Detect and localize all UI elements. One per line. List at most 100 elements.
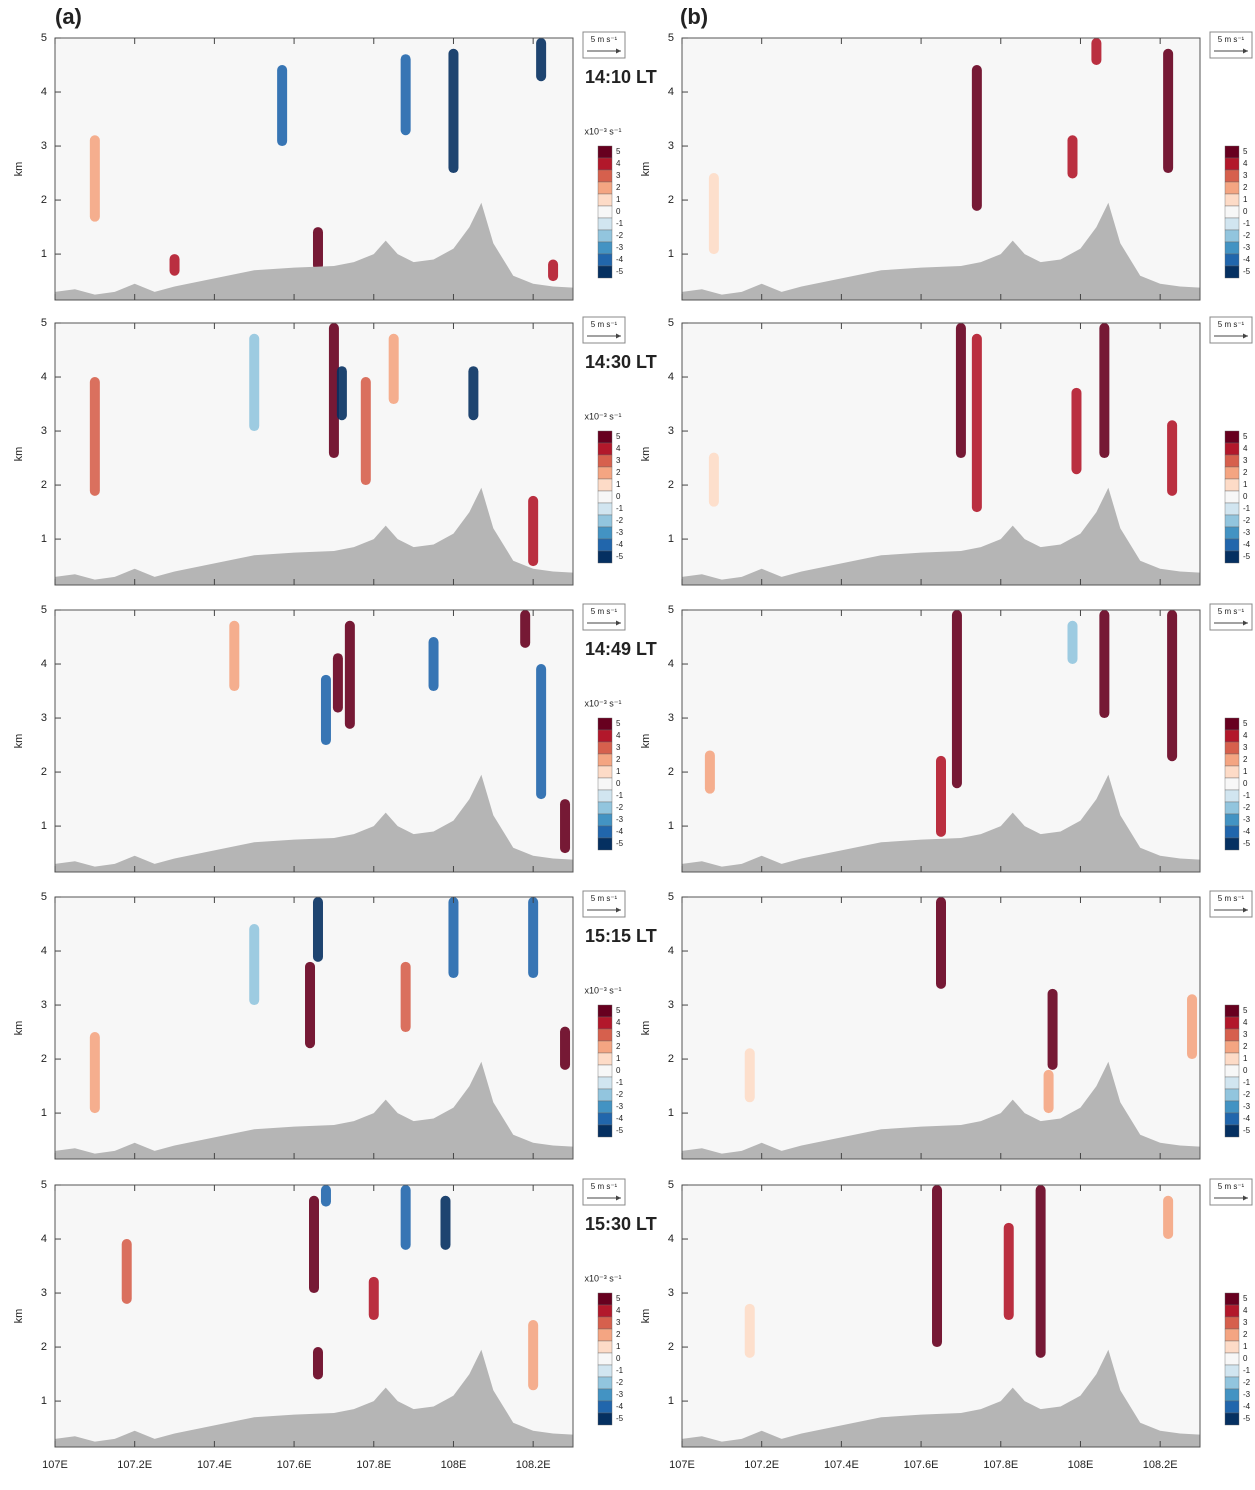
colorbar-tick-label: 3 bbox=[616, 1030, 621, 1039]
colorbar-tick-label: -3 bbox=[1243, 815, 1251, 824]
plot-frame bbox=[54, 609, 574, 873]
colorbar-tick-label: -4 bbox=[1243, 827, 1251, 836]
colorbar-box bbox=[1224, 741, 1240, 755]
vector-key-label: 5 m s⁻¹ bbox=[591, 607, 618, 616]
colorbar-tick-label: -3 bbox=[1243, 1102, 1251, 1111]
plot-frame bbox=[681, 896, 1201, 1160]
vorticity-streak bbox=[536, 38, 547, 82]
colorbar-tick-label: 1 bbox=[616, 480, 621, 489]
colorbar-tick-label: -4 bbox=[616, 255, 624, 264]
colorbar-tick-label: 2 bbox=[616, 183, 621, 192]
plot-frame bbox=[54, 322, 574, 586]
vector-key-label: 5 m s⁻¹ bbox=[1218, 320, 1245, 329]
vector-key-label: 5 m s⁻¹ bbox=[591, 1182, 618, 1191]
colorbar-box bbox=[1224, 430, 1240, 444]
colorbar-box bbox=[597, 1292, 613, 1306]
vorticity-streak bbox=[1003, 1222, 1014, 1321]
colorbar-box bbox=[597, 193, 613, 207]
colorbar-tick-label: 1 bbox=[616, 1342, 621, 1351]
colorbar-tick-label: 1 bbox=[1243, 1054, 1248, 1063]
colorbar-box bbox=[597, 1376, 613, 1390]
x-tick-label: 107.8E bbox=[356, 1459, 391, 1471]
vector-key-head bbox=[1243, 48, 1248, 54]
vorticity-streak bbox=[249, 924, 260, 1006]
colorbar-tick-label: 1 bbox=[1243, 195, 1248, 204]
vorticity-streak bbox=[708, 173, 719, 255]
y-tick-label: 3 bbox=[668, 425, 674, 437]
colorbar-box bbox=[597, 430, 613, 444]
colorbar-tick-label: -1 bbox=[616, 791, 624, 800]
vector-key-label: 5 m s⁻¹ bbox=[1218, 607, 1245, 616]
vector-key-box bbox=[1209, 31, 1253, 59]
colorbar-tick-label: -5 bbox=[616, 839, 624, 848]
vector-key-box bbox=[1209, 890, 1253, 918]
colorbar-tick-label: -3 bbox=[616, 1390, 624, 1399]
y-tick-label: 5 bbox=[41, 891, 47, 903]
colorbar-box bbox=[597, 1400, 613, 1414]
colorbar-tick-label: 3 bbox=[1243, 171, 1248, 180]
colorbar-box bbox=[597, 442, 613, 456]
colorbar-box bbox=[597, 765, 613, 779]
colorbar-box bbox=[597, 265, 613, 279]
vector-key-head bbox=[616, 333, 621, 339]
colorbar-box bbox=[1224, 181, 1240, 195]
colorbar-box bbox=[597, 801, 613, 815]
colorbar-box bbox=[597, 1088, 613, 1102]
y-tick-label: 2 bbox=[41, 194, 47, 206]
y-tick-label: 5 bbox=[41, 32, 47, 44]
terrain bbox=[55, 774, 573, 872]
colorbar-tick-label: 4 bbox=[616, 731, 621, 740]
vector-key-head bbox=[1243, 620, 1248, 626]
colorbar-tick-label: 4 bbox=[1243, 1306, 1248, 1315]
vector-key-box bbox=[582, 316, 626, 344]
colorbar-box bbox=[1224, 538, 1240, 552]
vorticity-streak bbox=[277, 65, 288, 147]
colorbar-tick-label: -5 bbox=[616, 1414, 624, 1423]
colorbar-tick-label: 5 bbox=[616, 719, 621, 728]
colorbar-box bbox=[1224, 1412, 1240, 1426]
colorbar-tick-label: 3 bbox=[616, 456, 621, 465]
colorbar-tick-label: -4 bbox=[1243, 1114, 1251, 1123]
colorbar-box bbox=[1224, 217, 1240, 231]
colorbar-tick-label: -1 bbox=[616, 1078, 624, 1087]
colorbar-box bbox=[1224, 717, 1240, 731]
colorbar-box bbox=[1224, 1100, 1240, 1114]
colorbar-box bbox=[1224, 1316, 1240, 1330]
colorbar-box bbox=[597, 478, 613, 492]
colorbar-box bbox=[597, 502, 613, 516]
colorbar-box bbox=[1224, 442, 1240, 456]
time-label: 15:15 LT bbox=[585, 926, 657, 946]
vorticity-streak bbox=[320, 674, 331, 746]
colorbar-tick-label: 1 bbox=[616, 1054, 621, 1063]
time-label: 14:49 LT bbox=[585, 639, 657, 659]
vorticity-streak bbox=[1067, 620, 1078, 665]
vorticity-streak bbox=[89, 377, 100, 496]
terrain bbox=[682, 1349, 1200, 1447]
vector-key-head bbox=[1243, 907, 1248, 913]
colorbar-box bbox=[597, 1052, 613, 1066]
vorticity-streak bbox=[328, 323, 339, 459]
vorticity-streak bbox=[708, 452, 719, 507]
colorbar-tick-label: 0 bbox=[1243, 1066, 1248, 1075]
colorbar-tick-label: 1 bbox=[1243, 480, 1248, 489]
colorbar-box bbox=[597, 514, 613, 528]
vorticity-streak bbox=[528, 1320, 539, 1391]
vorticity-streak bbox=[704, 750, 715, 794]
vorticity-streak bbox=[1187, 994, 1198, 1060]
y-tick-label: 2 bbox=[41, 766, 47, 778]
vorticity-streak bbox=[388, 333, 399, 405]
colorbar-tick-label: 4 bbox=[1243, 159, 1248, 168]
y-tick-label: 2 bbox=[668, 1053, 674, 1065]
y-tick-label: 4 bbox=[41, 945, 47, 957]
x-tick-label: 107.8E bbox=[983, 1459, 1018, 1471]
colorbar-box bbox=[597, 1316, 613, 1330]
colorbar-box bbox=[1224, 1112, 1240, 1126]
colorbar-tick-label: 4 bbox=[1243, 1018, 1248, 1027]
y-tick-label: 3 bbox=[41, 140, 47, 152]
vorticity-streak bbox=[1163, 1195, 1174, 1240]
vector-key-head bbox=[616, 1195, 621, 1201]
vorticity-streak bbox=[229, 620, 240, 692]
colorbar-box bbox=[1224, 813, 1240, 827]
colorbar-box bbox=[1224, 1400, 1240, 1414]
y-tick-label: 5 bbox=[668, 604, 674, 616]
